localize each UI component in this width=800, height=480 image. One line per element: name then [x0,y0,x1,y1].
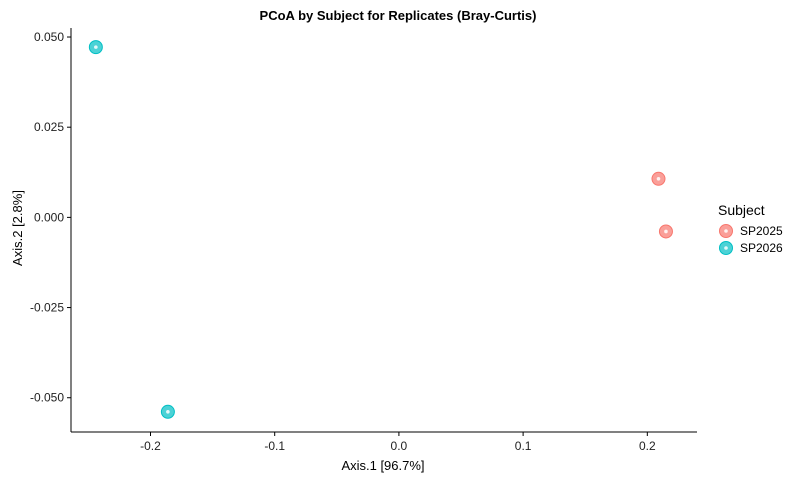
y-tick-label: -0.025 [30,301,64,315]
x-tick-label: -0.2 [140,439,161,453]
x-tick-label: -0.1 [264,439,285,453]
x-axis-ticks: -0.2 -0.1 0.0 0.1 0.2 [140,432,656,453]
data-point-sp2026 [88,40,103,55]
plot-area: -0.2 -0.1 0.0 0.1 0.2 0.050 0.025 0.000 -0.025 -… [30,28,697,453]
y-tick-label: 0.050 [34,30,64,44]
legend-title: Subject [718,202,765,218]
y-tick-label: 0.025 [34,120,64,134]
x-axis-title: Axis.1 [96.7%] [341,458,424,473]
y-axis-title: Axis.2 [2.8%] [10,190,25,266]
y-axis-ticks: 0.050 0.025 0.000 -0.025 -0.050 [30,30,71,405]
x-tick-label: 0.2 [639,439,656,453]
data-points [88,40,673,419]
y-tick-label: -0.050 [30,391,64,405]
data-point-sp2025 [658,224,673,239]
legend-items: SP2025 SP2026 [719,224,783,255]
legend-key-sp2026 [719,241,733,255]
legend-label-sp2026: SP2026 [740,241,783,255]
x-tick-label: 0.0 [391,439,408,453]
data-point-sp2026 [160,404,175,419]
data-point-sp2025 [651,171,666,186]
legend-label-sp2025: SP2025 [740,224,783,238]
legend: Subject SP2025 SP2026 [718,202,783,255]
chart-title: PCoA by Subject for Replicates (Bray-Cur… [260,8,537,23]
x-tick-label: 0.1 [515,439,532,453]
legend-key-sp2025 [719,224,733,238]
y-tick-label: 0.000 [34,210,64,224]
